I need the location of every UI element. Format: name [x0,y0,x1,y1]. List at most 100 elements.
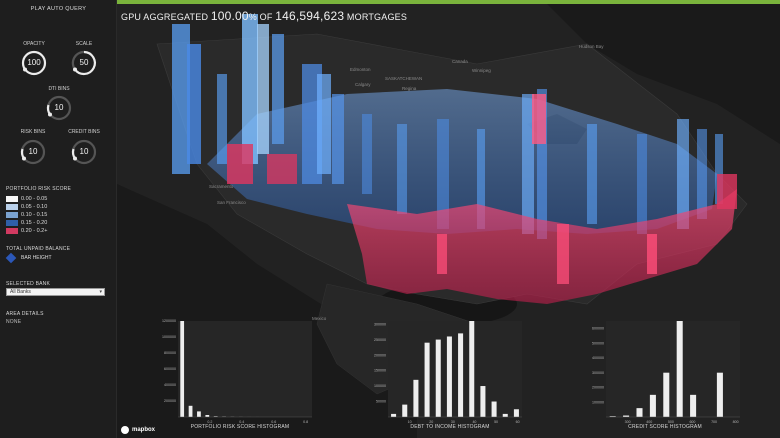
x-tick-label: 10 [408,420,412,424]
legend-item: 0.00 - 0.05 [6,195,47,202]
sidebar: PLAY AUTO QUERY OPACITY 100 SCALE 50 DTI… [0,0,117,438]
legend-item: 0.10 - 0.15 [6,211,47,218]
legend-swatch-0 [6,195,18,202]
histogram-bar[interactable] [690,394,697,417]
y-tick-label: 300000 [592,371,604,375]
histogram-bar[interactable] [391,413,397,417]
y-tick-label: 200000 [164,399,176,403]
bank-title: SELECTED BANK [6,281,51,287]
y-tick-label: 1000000 [162,335,176,339]
histogram-bar[interactable] [180,321,185,417]
legend-label: 0.20 - 0.2+ [21,227,48,234]
x-tick-label: 40 [472,420,476,424]
histogram-bar[interactable] [491,401,497,417]
risk-score-histogram-title: PORTFOLIO RISK SCORE HISTOGRAM [190,424,290,430]
y-tick-label: 100000 [592,400,604,404]
x-tick-label: 60 [516,420,520,424]
dti-histogram-title: DEBT TO INCOME HISTOGRAM [410,424,490,430]
mapbox-label: mapbox [132,427,156,433]
scale-dial[interactable]: 50 [70,49,98,77]
plot-area [178,321,312,417]
y-tick-label: 500000 [592,341,604,345]
x-tick-label: 0.2 [207,420,212,424]
histogram-bar[interactable] [513,409,519,417]
histogram-bar[interactable] [188,405,193,417]
title-suffix: MORTGAGES [344,12,408,22]
legend-swatch-4 [6,227,18,234]
map-label-edmonton: Edmonton [350,67,371,72]
y-tick-label: 1200000 [162,319,176,323]
map-label-calgary: Calgary [355,82,371,87]
map-label-san-francisco: San Francisco [217,200,246,205]
opacity-dial[interactable]: 100 [20,49,48,77]
credit-score-histogram: 100000 200000 300000 400000 500000 600000 300 4… [592,321,740,424]
credit-bins-label: CREDIT BINS [68,129,100,135]
scale-value: 50 [79,58,89,67]
histogram-bar[interactable] [623,415,630,417]
histogram-bar[interactable] [663,372,670,417]
y-tick-label: 600000 [592,327,604,331]
dti-histogram: 50000 100000 150000 200000 250000 300000 10 20 3… [374,321,522,424]
histogram-bar[interactable] [480,386,486,417]
legend-item: 0.15 - 0.20 [6,219,47,226]
histogram-bar[interactable] [402,404,408,417]
legend-label: 0.00 - 0.05 [21,195,48,202]
histogram-bar[interactable] [413,379,419,417]
histogram-bar[interactable] [435,339,441,417]
x-tick-label: 600 [689,420,695,424]
map-label-canada: Canada [452,59,468,64]
histogram-bar[interactable] [213,416,218,417]
map-label-winnipeg: Winnipeg [472,68,491,73]
mapbox-logo-icon [121,426,129,434]
y-tick-label: 100000 [374,384,386,388]
risk-bins-dial[interactable]: 10 [19,138,47,166]
opacity-value: 100 [27,58,41,67]
title-percent: 100.00 [210,9,249,23]
histogram-bar[interactable] [469,321,475,417]
histogram-bar[interactable] [424,342,430,417]
y-tick-label: 300000 [374,322,386,326]
y-tick-label: 200000 [592,386,604,390]
page-title: GPU AGGREGATED 100.00% OF 146,594,623 MO… [121,9,407,23]
credit-bins-dial[interactable]: 10 [70,138,98,166]
y-tick-label: 800000 [164,351,176,355]
dti-bins-dial[interactable]: 10 [45,94,73,122]
legend-swatch-3 [6,219,18,226]
accent-bar [117,0,780,4]
credit-score-histogram-title: CREDIT SCORE HISTOGRAM [628,424,702,430]
mapbox-attribution[interactable]: mapbox [121,426,155,434]
risk-score-histogram: 200000 400000 600000 800000 1000000 1200000 0.… [162,319,312,424]
legend-label: 0.10 - 0.15 [21,211,48,218]
histogram-bar[interactable] [446,336,452,417]
play-auto-query-button[interactable]: PLAY AUTO QUERY [30,6,87,12]
x-tick-label: 30 [451,420,455,424]
y-tick-label: 400000 [592,356,604,360]
map-label-regina: Regina [402,86,417,91]
legend-label: 0.15 - 0.20 [21,219,48,226]
histogram-bar[interactable] [197,411,201,417]
x-tick-label: 700 [711,420,717,424]
y-tick-label: 200000 [374,353,386,357]
opacity-label: OPACITY [23,41,45,47]
histogram-bar[interactable] [636,408,643,417]
risk-bins-value: 10 [28,147,38,156]
x-tick-label: 0.4 [239,420,244,424]
legend-title: PORTFOLIO RISK SCORE [6,186,72,192]
x-tick-label: 400 [646,420,652,424]
y-tick-label: 50000 [376,400,386,404]
histogram-bar[interactable] [205,415,210,417]
histogram-bar[interactable] [716,372,723,417]
histogram-bar[interactable] [676,321,683,417]
histogram-bar[interactable] [458,333,464,417]
x-tick-label: 0.8 [303,420,308,424]
scale-label: SCALE [75,41,93,47]
legend-swatch-1 [6,203,18,210]
dti-bins-value: 10 [54,103,64,112]
bank-select[interactable]: All Banks ▾ [6,288,105,296]
histogram-bar[interactable] [609,416,616,417]
histogram-bar[interactable] [502,413,508,417]
risk-bins-label: RISK BINS [20,129,46,135]
plot-area [388,321,522,417]
histogram-bar[interactable] [649,394,656,417]
x-tick-label: 20 [429,420,433,424]
